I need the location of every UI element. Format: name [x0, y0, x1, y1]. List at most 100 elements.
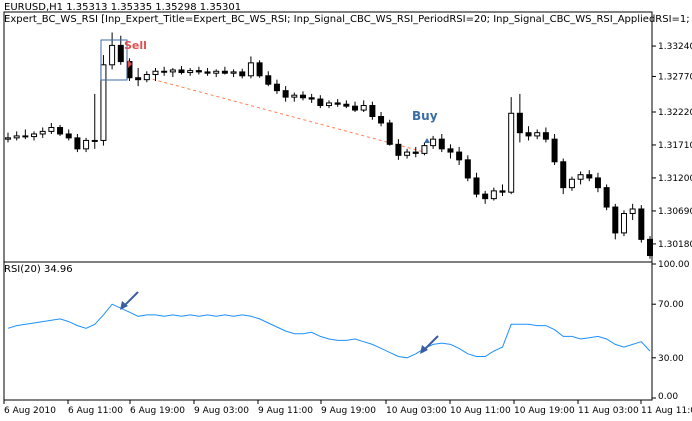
rsi-tick-label: 100.00	[658, 260, 690, 270]
candle-body	[334, 102, 341, 105]
candle	[213, 69, 220, 78]
candle-body	[456, 151, 463, 161]
candle	[421, 142, 428, 156]
candle	[169, 68, 176, 78]
time-tick-label: 6 Aug 11:00	[68, 406, 123, 416]
candle-body	[187, 70, 194, 74]
candle-body	[143, 73, 150, 81]
candle	[482, 190, 489, 204]
candle	[490, 187, 497, 201]
candle	[326, 100, 332, 109]
candle-body	[22, 135, 29, 138]
candle-body	[430, 138, 437, 147]
candle-body	[404, 151, 411, 156]
candle	[508, 97, 515, 195]
candles	[5, 32, 653, 259]
candle-body	[291, 94, 298, 98]
rsi-pane[interactable]	[3, 261, 653, 401]
candle-body	[83, 139, 90, 150]
candle-body	[438, 138, 445, 150]
candle-body	[542, 132, 549, 140]
candle-body	[13, 135, 20, 139]
candle	[5, 132, 11, 143]
candle-body	[490, 190, 497, 200]
candle	[135, 68, 142, 87]
time-tick-label: 11 Aug 03:00	[578, 406, 639, 416]
candle-body	[273, 83, 280, 92]
expert-info: Expert_BC_WS_RSI [Inp_Expert_Title=Exper…	[4, 14, 692, 25]
candle-body	[551, 138, 558, 163]
candle	[57, 124, 64, 136]
time-tick-label: 9 Aug 19:00	[321, 406, 376, 416]
candle	[438, 133, 445, 153]
rsi-label: RSI(20) 34.96	[4, 264, 73, 275]
price-tick-label: 1.32220	[658, 108, 692, 118]
candle-body	[499, 190, 506, 193]
candle-body	[91, 139, 98, 142]
time-tick-label: 10 Aug 03:00	[386, 406, 447, 416]
candle	[39, 127, 46, 138]
candle-body	[317, 98, 324, 107]
rsi-tick-label: 30.00	[658, 354, 684, 364]
candle	[386, 119, 393, 146]
candle-body	[308, 97, 315, 100]
candle	[603, 184, 610, 211]
candle	[317, 95, 324, 109]
candle-body	[395, 143, 402, 156]
rsi-y-ticks: 100.00 70.00 30.00 0.00	[652, 260, 690, 402]
candle	[187, 68, 194, 76]
sell-marker-icon	[128, 60, 132, 68]
candle-body	[620, 213, 627, 234]
time-x-ticks: 6 Aug 2010 6 Aug 11:00 6 Aug 19:00 9 Aug 03…	[3, 400, 692, 416]
candle-body	[195, 70, 202, 73]
symbol-info: EURUSD,H1 1.35313 1.35335 1.35298 1.3530…	[4, 2, 241, 13]
candle	[31, 131, 38, 141]
candle-body	[230, 71, 237, 74]
candle	[551, 133, 558, 166]
candle-body	[594, 177, 601, 189]
candle	[542, 127, 549, 143]
candle	[464, 155, 471, 182]
sell-label: Sell	[124, 39, 147, 52]
candle	[430, 135, 437, 149]
candle	[525, 126, 532, 141]
candle-body	[343, 103, 350, 107]
candle	[534, 129, 541, 140]
candle-body	[421, 145, 428, 154]
candle	[473, 172, 480, 198]
candle	[273, 79, 280, 94]
candle-body	[100, 64, 107, 141]
candle-body	[117, 44, 124, 63]
candle	[516, 93, 523, 143]
candle	[22, 129, 29, 140]
candle-body	[5, 137, 11, 140]
candle-body	[378, 116, 385, 124]
candle	[586, 170, 593, 182]
candle-body	[31, 133, 38, 138]
candle-body	[265, 75, 272, 85]
candle	[612, 203, 619, 240]
time-tick-label: 6 Aug 19:00	[130, 406, 185, 416]
candle	[178, 66, 185, 75]
candle	[308, 93, 315, 103]
candle-body	[152, 70, 159, 75]
sell-highlight-box	[100, 39, 128, 81]
candle-body	[109, 44, 116, 66]
candle	[265, 71, 272, 87]
candle	[161, 66, 168, 76]
candle-body	[239, 71, 246, 77]
candle-body	[629, 208, 636, 215]
candle	[195, 66, 202, 75]
candle-body	[638, 208, 645, 240]
candle	[299, 91, 306, 101]
candle	[395, 139, 402, 160]
candle-body	[213, 70, 220, 74]
candle	[13, 131, 20, 141]
candle	[568, 176, 575, 191]
candle-body	[65, 133, 72, 139]
candle	[83, 137, 90, 153]
candle	[594, 172, 601, 193]
candle-body	[352, 105, 359, 111]
